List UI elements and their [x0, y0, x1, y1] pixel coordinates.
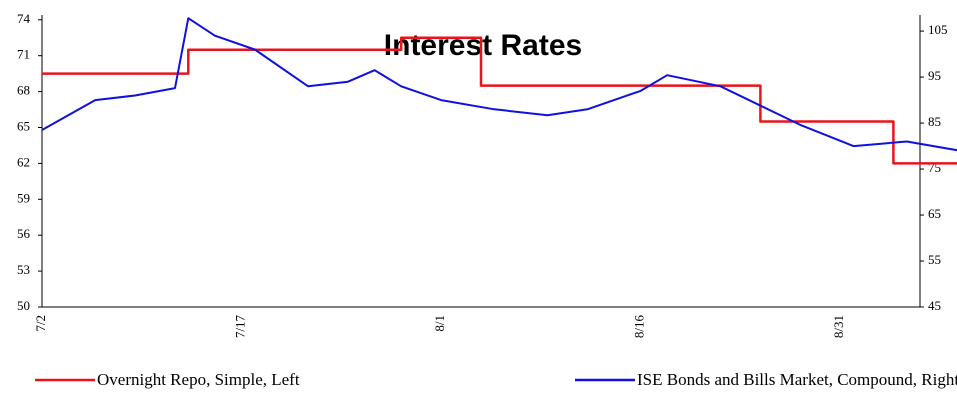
x-tick-label: 8/31	[831, 315, 846, 338]
series-line	[41, 17, 957, 152]
y-tick-label: 74	[17, 11, 31, 26]
y2-tick-label: 65	[928, 206, 941, 221]
y-tick-label: 62	[17, 154, 30, 169]
y2-tick-label: 85	[928, 114, 941, 129]
chart-title: Interest Rates	[384, 29, 582, 62]
y-tick-label: 53	[17, 262, 30, 277]
series-line	[42, 36, 957, 165]
x-tick-label: 8/16	[632, 315, 647, 339]
y-tick-label: 50	[17, 298, 30, 313]
x-tick-label: 7/17	[233, 315, 248, 339]
y-tick-label: 68	[17, 83, 30, 98]
legend-label: ISE Bonds and Bills Market, Compound, Ri…	[637, 370, 957, 389]
y-tick-label: 56	[17, 226, 31, 241]
x-tick-label: 7/2	[33, 315, 48, 332]
x-tick-label: 8/1	[432, 315, 447, 332]
y-tick-label: 65	[17, 118, 30, 133]
y-tick-label: 71	[17, 47, 30, 62]
y2-tick-label: 95	[928, 68, 941, 83]
legend-label: Overnight Repo, Simple, Left	[97, 370, 300, 389]
y2-tick-label: 45	[928, 298, 941, 313]
y2-tick-label: 105	[928, 22, 948, 37]
y-tick-label: 59	[17, 190, 30, 205]
y2-tick-label: 55	[928, 252, 941, 267]
